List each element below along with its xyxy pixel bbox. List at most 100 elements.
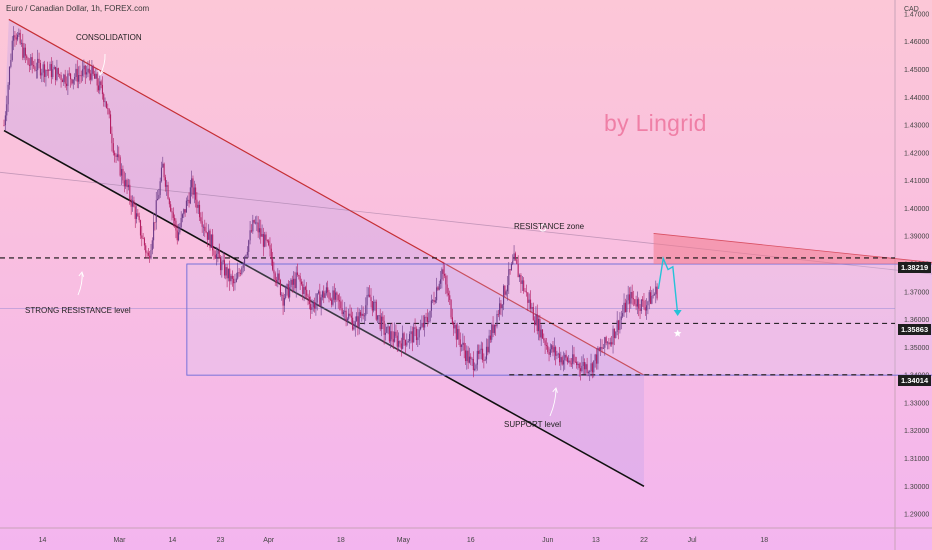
candle [147, 252, 149, 256]
candle [590, 363, 592, 372]
candle [363, 315, 365, 317]
candle [604, 337, 606, 348]
candle [206, 232, 208, 240]
candle [579, 368, 582, 372]
candle-series [3, 26, 658, 381]
candle [91, 66, 93, 80]
candle [357, 316, 359, 327]
candle [642, 299, 644, 301]
candle [566, 357, 568, 362]
candle [44, 64, 46, 77]
candle [205, 230, 207, 233]
candle [464, 350, 467, 361]
candle [636, 299, 638, 307]
candle [107, 108, 109, 110]
candle [568, 360, 570, 362]
candle [489, 335, 491, 340]
candle [33, 65, 35, 67]
candle [238, 272, 240, 274]
candle [377, 315, 379, 320]
candle [262, 234, 264, 247]
candle [457, 329, 459, 340]
candle [474, 368, 476, 371]
candle [60, 75, 62, 80]
candle [193, 187, 195, 195]
candle [167, 185, 169, 199]
y-tick-label: 1.30000 [904, 484, 929, 491]
candle [287, 284, 289, 298]
candle [527, 292, 529, 303]
candle [577, 363, 579, 366]
candle [543, 338, 545, 341]
candle [163, 163, 165, 178]
candle [655, 286, 657, 295]
candle [479, 349, 481, 354]
candle [417, 337, 419, 341]
candle [261, 234, 263, 237]
candle [312, 302, 314, 308]
candle [378, 315, 380, 317]
y-tick-label: 1.33000 [904, 400, 929, 407]
candle [373, 301, 375, 311]
candle [496, 313, 498, 327]
candle [624, 302, 626, 312]
candle [306, 289, 308, 296]
candle [285, 287, 287, 298]
candle [130, 199, 132, 207]
candle [180, 217, 182, 228]
candle [241, 267, 243, 274]
candle [437, 287, 439, 290]
candle [82, 69, 84, 76]
candle [538, 318, 540, 332]
candle [443, 273, 446, 276]
candle [516, 259, 518, 265]
candle [619, 319, 621, 330]
candle [129, 184, 131, 200]
candle [145, 245, 147, 253]
candle [298, 274, 300, 277]
candle [504, 285, 506, 295]
candle [104, 101, 106, 103]
author-watermark: by Lingrid [604, 110, 707, 136]
candle [338, 300, 341, 302]
candle [472, 358, 474, 371]
candle [151, 240, 153, 251]
candle [410, 331, 412, 335]
projection-path [657, 255, 682, 317]
candle [201, 221, 203, 227]
y-tick-label: 1.45000 [904, 67, 929, 74]
candle [30, 57, 32, 66]
candle [528, 299, 530, 303]
candle [513, 253, 515, 261]
candle [235, 278, 237, 283]
candle [453, 323, 455, 329]
candle [635, 304, 637, 307]
x-tick-label: 16 [467, 537, 475, 544]
candle [627, 294, 629, 301]
candle [656, 286, 658, 299]
candle [591, 363, 593, 373]
candle [605, 337, 607, 344]
candle [6, 104, 8, 116]
candle [359, 312, 362, 316]
candle [84, 65, 86, 75]
candle [589, 371, 591, 372]
candle [616, 320, 618, 333]
time-axis[interactable]: 14 Mar 14 23 Apr 18 May 16 Jun 13 22 Jul 18 [39, 537, 769, 544]
resistance-zone-label: RESISTANCE zone [514, 222, 585, 231]
candle [22, 42, 24, 58]
candle [275, 279, 278, 283]
candle [501, 304, 503, 309]
candle [138, 215, 140, 221]
y-tick-label: 1.43000 [904, 123, 929, 130]
candle [630, 291, 632, 304]
candle [67, 73, 69, 87]
candle [61, 79, 63, 83]
candle [153, 222, 155, 241]
candle [310, 304, 312, 310]
candle [438, 283, 440, 290]
candle [45, 70, 47, 77]
candle [329, 298, 331, 300]
candle [304, 287, 306, 290]
